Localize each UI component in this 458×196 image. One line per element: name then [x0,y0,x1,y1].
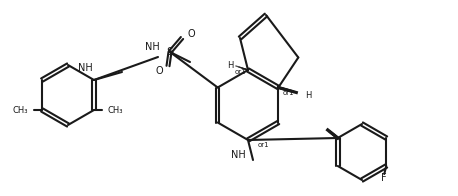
Text: O: O [187,29,195,39]
Text: NH: NH [231,150,245,160]
Text: or1: or1 [283,90,294,95]
Text: H: H [305,91,311,100]
Text: H: H [227,61,233,70]
Text: O: O [155,66,163,76]
Text: or1: or1 [234,69,246,75]
Text: F: F [382,173,387,183]
Text: or1: or1 [257,142,269,148]
Text: NH: NH [77,63,93,73]
Text: CH₃: CH₃ [108,105,124,114]
Text: CH₃: CH₃ [12,105,28,114]
Text: S: S [166,47,174,57]
Text: NH: NH [145,42,159,52]
